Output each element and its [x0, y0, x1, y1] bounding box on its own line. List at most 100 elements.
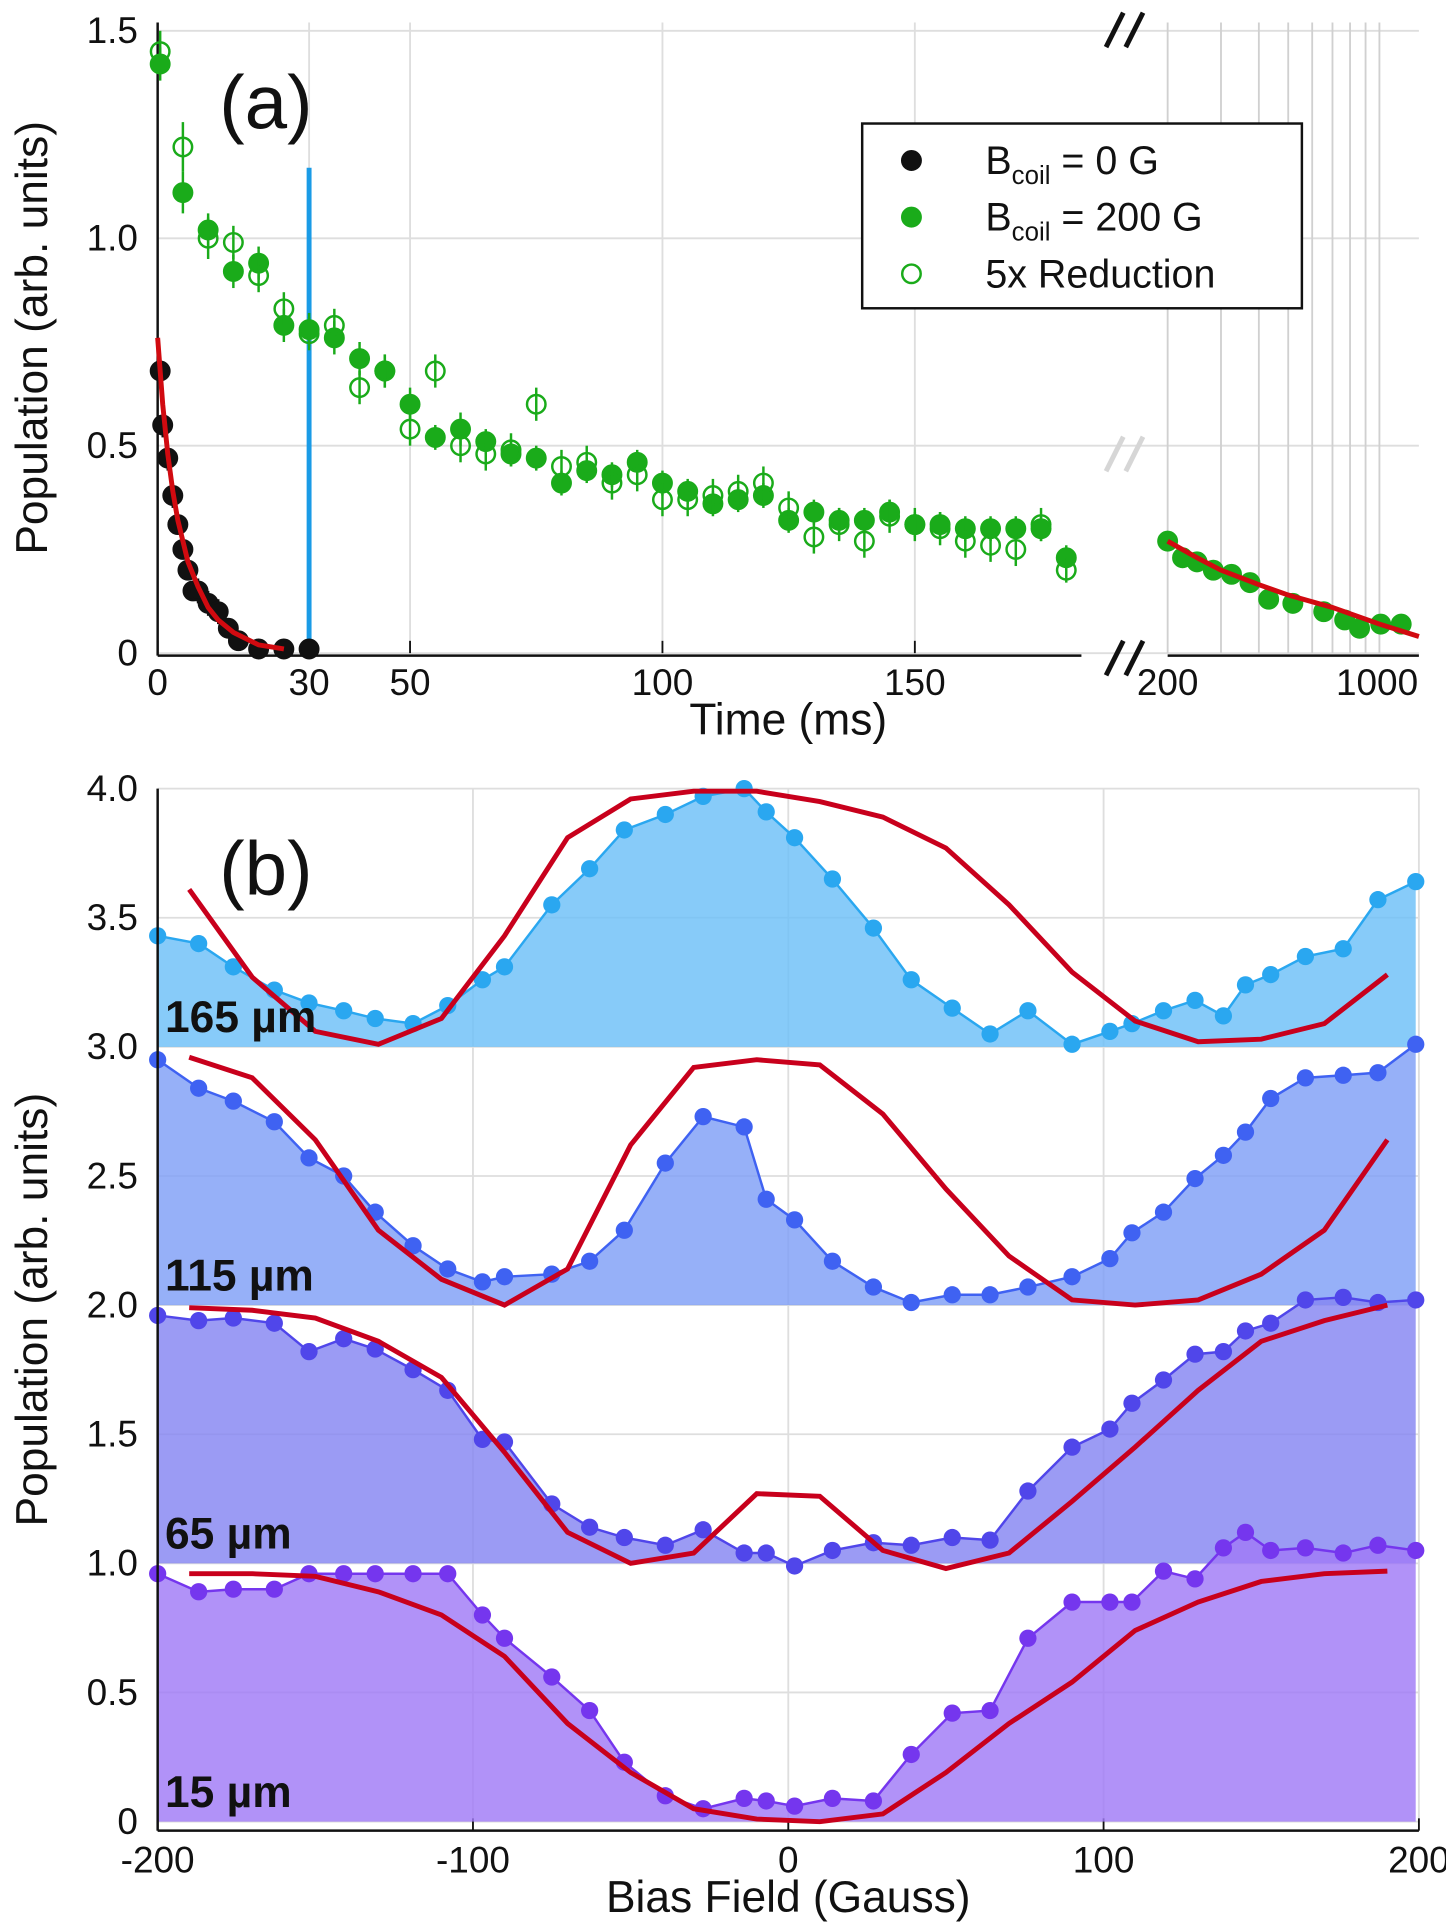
data-point [656, 1536, 674, 1554]
data-point [1019, 1629, 1037, 1647]
x-tick-label: 100 [632, 662, 694, 703]
trace-label: 165 µm [165, 993, 316, 1042]
y-axis-label: Population (arb. units) [8, 1093, 57, 1527]
data-point [551, 455, 572, 477]
data-point [1262, 965, 1280, 984]
legend-label: Bcoil = 0 G [985, 139, 1159, 190]
data-point [981, 1701, 999, 1720]
x-tick-label: 0 [778, 1840, 799, 1881]
data-point [1214, 1007, 1233, 1025]
data-point [615, 821, 633, 839]
x-tick-label: 30 [289, 662, 330, 703]
data-point [349, 348, 371, 370]
data-point [1019, 1002, 1037, 1020]
legend-label: Bcoil = 200 G [985, 196, 1202, 247]
x-tick-label: 100 [1073, 1840, 1135, 1881]
data-point [1369, 1064, 1387, 1082]
x-tick-label: 1000 [1336, 662, 1418, 703]
y-tick-label: 3.5 [87, 897, 138, 938]
data-point [1236, 1523, 1255, 1541]
data-point [298, 638, 320, 660]
data-point [981, 1025, 999, 1043]
fit-line [188, 1054, 1390, 1308]
legend-marker [900, 206, 922, 228]
data-point [273, 298, 295, 320]
data-point [335, 1330, 353, 1348]
data-point [475, 443, 497, 465]
data-point [190, 1079, 208, 1097]
data-point [439, 1260, 457, 1278]
data-point [943, 1286, 961, 1304]
area-fill [157, 1297, 1416, 1566]
area-fill [157, 1044, 1416, 1306]
data-point [828, 514, 850, 536]
data-point [785, 1797, 804, 1815]
data-point [981, 1531, 999, 1549]
data-point [1407, 872, 1425, 891]
data-point [757, 1792, 775, 1810]
data-point [1262, 1089, 1280, 1108]
data-point [495, 1268, 514, 1286]
data-point [727, 480, 749, 502]
x-tick-label: -100 [436, 1840, 510, 1881]
data-point [450, 435, 471, 457]
data-point [1019, 1278, 1037, 1296]
data-point [149, 41, 171, 63]
data-point [581, 1252, 599, 1270]
data-point [864, 919, 883, 937]
data-point [190, 934, 208, 953]
data-point [404, 1237, 422, 1255]
data-point [626, 464, 648, 486]
data-point [399, 393, 421, 415]
data-point [1214, 1539, 1233, 1557]
data-point [981, 1286, 999, 1304]
data-point [172, 136, 194, 158]
data-point [1334, 1544, 1352, 1562]
data-point [1407, 1035, 1425, 1053]
data-point [265, 1314, 283, 1332]
data-point [1334, 1288, 1352, 1306]
data-point [803, 501, 825, 523]
data-point [656, 805, 674, 824]
axis-break [1103, 11, 1126, 49]
x-axis-label: Bias Field (Gauss) [606, 1873, 971, 1922]
data-point [757, 1544, 775, 1562]
y-tick-label: 3.0 [87, 1026, 138, 1067]
data-point [1214, 1146, 1233, 1164]
data-point [495, 958, 514, 976]
data-point [1334, 1066, 1352, 1084]
data-point [495, 1629, 514, 1647]
data-point [222, 260, 244, 282]
data-point [778, 497, 800, 519]
y-tick-label: 1.0 [87, 1543, 138, 1584]
legend-marker [900, 150, 922, 171]
legend-box [860, 122, 1304, 310]
x-tick-label: 50 [390, 662, 431, 703]
x-tick-label: 200 [1137, 662, 1199, 703]
data-point [1019, 1482, 1037, 1500]
data-point [323, 314, 345, 336]
data-point [694, 1521, 712, 1539]
data-point [694, 1107, 712, 1126]
y-tick-label: 0.5 [87, 425, 138, 466]
data-point [1030, 514, 1052, 536]
data-point [1407, 1291, 1425, 1309]
data-point [601, 472, 623, 494]
data-point [576, 451, 598, 473]
data-point [543, 1668, 561, 1686]
data-point [1123, 1593, 1141, 1611]
data-point [785, 1211, 804, 1229]
legend-label: 5x Reduction [985, 252, 1215, 296]
data-point [1407, 1541, 1425, 1560]
data-point [581, 1518, 599, 1536]
data-point [1123, 1394, 1141, 1412]
data-point [757, 1190, 775, 1208]
data-point [473, 1273, 492, 1291]
data-point [500, 439, 522, 461]
data-point [1101, 1250, 1119, 1268]
data-point [735, 780, 753, 798]
data-point [525, 393, 547, 415]
data-point [1063, 1438, 1081, 1456]
data-point [785, 1557, 804, 1575]
